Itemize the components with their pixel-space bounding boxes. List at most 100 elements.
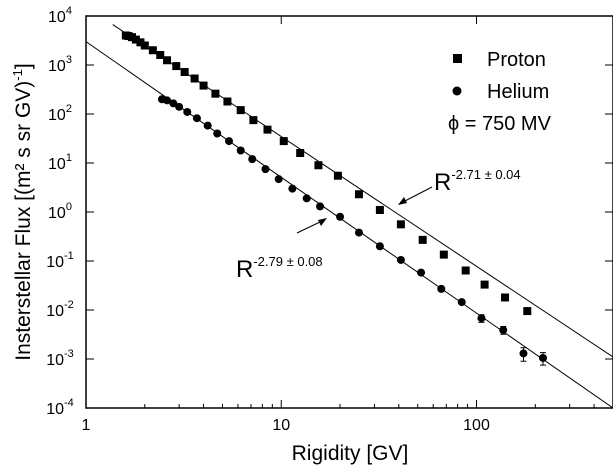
proton-data-point bbox=[354, 190, 363, 199]
proton-data-point bbox=[375, 205, 384, 214]
helium-data-point bbox=[236, 146, 245, 155]
helium-data-point bbox=[499, 326, 508, 335]
x-axis-title: Rigidity [GV] bbox=[292, 442, 409, 465]
helium-data-point bbox=[437, 284, 446, 293]
proton-data-point bbox=[279, 137, 288, 146]
y-axis-title-main: Insterstellar Flux [(m² s sr GV) bbox=[12, 81, 35, 361]
helium-data-point bbox=[163, 96, 172, 105]
helium-data-point bbox=[248, 155, 257, 164]
legend-label-helium: Helium bbox=[487, 81, 549, 103]
proton-fit-label: R-2.71 ± 0.04 bbox=[434, 167, 521, 196]
proton-data-point bbox=[172, 62, 181, 71]
y-tick-label-exp: -2 bbox=[64, 299, 74, 311]
x-tick-label: 100 bbox=[463, 417, 490, 434]
data-markers bbox=[121, 31, 547, 366]
y-tick-label-base: 10 bbox=[48, 107, 66, 124]
proton-data-point bbox=[501, 293, 510, 302]
y-tick-label-exp: -3 bbox=[64, 348, 74, 360]
proton-data-point bbox=[136, 38, 145, 47]
helium-data-point bbox=[477, 314, 486, 323]
helium-data-point bbox=[261, 165, 270, 174]
y-tick-label: 100 bbox=[48, 201, 72, 222]
plot-frame-group bbox=[85, 15, 613, 409]
y-tick-label-base: 10 bbox=[48, 156, 66, 173]
y-axis-title-sup: -1 bbox=[10, 69, 25, 81]
plot-frame bbox=[85, 15, 613, 409]
helium-data-point bbox=[457, 298, 466, 307]
y-tick-label: 102 bbox=[48, 103, 72, 124]
helium-data-point bbox=[417, 268, 426, 277]
proton-data-point bbox=[180, 67, 189, 76]
y-axis-title-end: ] bbox=[12, 63, 35, 69]
proton-data-point bbox=[236, 106, 245, 115]
proton-data-point bbox=[199, 81, 208, 90]
y-tick-label-exp: 4 bbox=[66, 5, 72, 17]
helium-data-point bbox=[225, 137, 234, 146]
proton-data-point bbox=[223, 97, 232, 106]
proton-fit-label-base: R bbox=[434, 169, 451, 196]
proton-data-point bbox=[314, 161, 323, 170]
proton-data-point bbox=[418, 235, 427, 244]
proton-data-point bbox=[148, 46, 157, 55]
helium-data-point bbox=[336, 212, 345, 221]
helium-data-point bbox=[288, 184, 297, 193]
y-tick-label: 10-1 bbox=[46, 250, 74, 271]
helium-data-point bbox=[274, 175, 283, 184]
helium-data-point bbox=[169, 99, 178, 108]
y-tick-label-base: 10 bbox=[48, 205, 66, 222]
proton-data-point bbox=[296, 148, 305, 157]
y-tick-label-base: 10 bbox=[46, 254, 64, 271]
y-tick-label: 104 bbox=[48, 5, 72, 26]
helium-data-point bbox=[213, 129, 222, 138]
legend-marker-helium bbox=[452, 86, 462, 96]
y-tick-label-exp: -1 bbox=[64, 250, 74, 262]
legend: Proton Helium ϕ = 750 MV bbox=[448, 49, 552, 135]
helium-data-point bbox=[302, 194, 311, 203]
helium-data-point bbox=[375, 242, 384, 251]
y-tick-label-base: 10 bbox=[46, 303, 64, 320]
proton-data-point bbox=[263, 125, 272, 134]
y-tick-label-base: 10 bbox=[48, 58, 66, 75]
helium-data-point bbox=[316, 202, 325, 211]
proton-data-point bbox=[439, 250, 448, 259]
proton-data-point bbox=[461, 266, 470, 275]
legend-marker-proton bbox=[453, 54, 462, 63]
helium-fit-label-base: R bbox=[236, 256, 253, 283]
proton-data-point bbox=[156, 50, 165, 59]
y-tick-label: 101 bbox=[48, 152, 72, 173]
helium-data-point bbox=[354, 228, 363, 237]
helium-data-point bbox=[538, 353, 547, 362]
y-tick-label-exp: 2 bbox=[66, 103, 72, 115]
y-tick-label-exp: -4 bbox=[64, 397, 74, 409]
proton-data-point bbox=[131, 35, 140, 44]
legend-note-phi: ϕ = 750 MV bbox=[448, 113, 552, 135]
helium-data-point bbox=[519, 349, 528, 358]
helium-data-point bbox=[192, 114, 201, 123]
proton-data-point bbox=[249, 116, 258, 125]
y-tick-label-exp: 1 bbox=[66, 152, 72, 164]
proton-data-point bbox=[396, 220, 405, 229]
y-tick-label: 10-2 bbox=[46, 299, 74, 320]
proton-fit-annotation: R-2.71 ± 0.04 bbox=[398, 167, 521, 205]
helium-fit-annotation: R-2.79 ± 0.08 bbox=[236, 218, 327, 283]
y-tick-label: 10-4 bbox=[46, 397, 74, 418]
helium-annotation-arrowhead bbox=[318, 218, 327, 226]
proton-data-point bbox=[163, 56, 172, 65]
proton-data-point bbox=[140, 41, 149, 50]
y-tick-label: 10-3 bbox=[46, 348, 74, 369]
helium-data-point bbox=[396, 255, 405, 264]
x-tick-label: 1 bbox=[82, 417, 91, 434]
y-tick-label: 103 bbox=[48, 54, 72, 75]
proton-data-point bbox=[190, 74, 199, 83]
y-tick-label-base: 10 bbox=[46, 401, 64, 418]
helium-data-point bbox=[203, 121, 212, 130]
helium-data-point bbox=[183, 107, 192, 116]
y-axis-title: Insterstellar Flux [(m² s sr GV)-1] bbox=[10, 63, 35, 360]
helium-fit-label-exp: -2.79 ± 0.08 bbox=[253, 254, 322, 269]
y-tick-label-exp: 3 bbox=[66, 54, 72, 66]
proton-annotation-arrowhead bbox=[398, 197, 407, 205]
proton-data-point bbox=[333, 171, 342, 180]
legend-label-proton: Proton bbox=[487, 49, 546, 71]
